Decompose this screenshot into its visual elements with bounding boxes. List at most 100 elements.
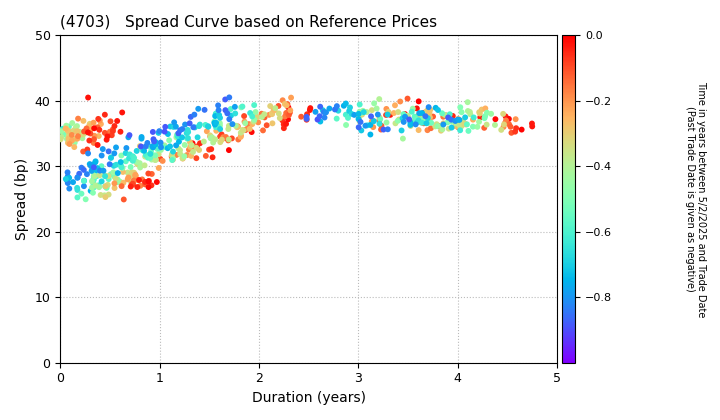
Point [69, 136, 81, 142]
Point [143, 155, 154, 161]
Point [383, 108, 395, 115]
Point [112, 176, 123, 183]
Point [174, 138, 185, 145]
Point [144, 143, 156, 150]
Point [62, 128, 73, 134]
Point [167, 148, 179, 155]
Point [96, 178, 107, 185]
Point [139, 162, 150, 169]
Point [436, 123, 447, 129]
Point [436, 126, 448, 133]
Point [474, 109, 485, 116]
Point [344, 104, 356, 111]
Point [131, 158, 143, 165]
Point [220, 107, 231, 113]
Point [160, 123, 171, 130]
Point [88, 173, 99, 180]
Point [361, 122, 373, 129]
X-axis label: Duration (years): Duration (years) [252, 391, 366, 405]
Point [78, 118, 89, 124]
Point [407, 105, 418, 112]
Point [425, 106, 436, 113]
Point [86, 178, 98, 185]
Point [413, 98, 424, 105]
Point [116, 152, 127, 159]
Point [162, 131, 174, 137]
Point [449, 118, 461, 124]
Point [244, 110, 256, 116]
Point [143, 184, 154, 190]
Point [88, 181, 99, 187]
Point [82, 94, 94, 101]
Point [235, 132, 247, 139]
Point [244, 126, 256, 132]
Point [194, 121, 206, 128]
Point [503, 121, 515, 128]
Point [189, 124, 201, 131]
Point [403, 116, 415, 123]
Point [425, 125, 436, 131]
Point [229, 103, 240, 110]
Point [63, 135, 74, 142]
Point [317, 107, 328, 113]
Point [450, 120, 462, 127]
Point [166, 152, 178, 159]
Point [258, 114, 270, 121]
Point [151, 146, 163, 152]
Point [456, 109, 467, 116]
Point [240, 120, 251, 126]
Point [423, 110, 435, 116]
Point [78, 177, 90, 184]
Point [72, 174, 84, 181]
Point [103, 148, 114, 155]
Point [127, 153, 139, 160]
Point [72, 194, 84, 201]
Point [295, 113, 307, 120]
Point [464, 111, 476, 118]
Point [446, 113, 457, 120]
Point [101, 136, 112, 143]
Point [382, 111, 393, 118]
Point [63, 175, 75, 181]
Point [88, 119, 99, 126]
Point [238, 113, 250, 119]
Point [438, 121, 449, 128]
Point [454, 127, 466, 134]
Point [240, 127, 251, 134]
Point [232, 123, 243, 130]
Point [86, 162, 97, 168]
Point [149, 157, 161, 163]
Point [235, 129, 246, 136]
Point [93, 182, 104, 189]
Point [432, 107, 444, 113]
Point [120, 158, 132, 165]
Point [61, 126, 73, 133]
Point [86, 168, 97, 174]
Point [397, 115, 408, 122]
Point [143, 151, 155, 158]
Point [429, 123, 441, 130]
Point [210, 113, 221, 119]
Point [367, 117, 379, 124]
Point [261, 122, 272, 129]
Point [189, 144, 200, 150]
Point [398, 118, 410, 125]
Point [186, 140, 198, 147]
Point [115, 162, 127, 169]
Point [443, 125, 454, 132]
Point [171, 132, 183, 139]
Point [375, 126, 387, 133]
Point [89, 173, 101, 179]
Point [442, 114, 454, 121]
Point [164, 143, 176, 150]
Point [88, 176, 99, 183]
Point [452, 116, 464, 123]
Point [184, 120, 195, 127]
Point [454, 120, 466, 127]
Point [191, 144, 202, 151]
Point [354, 108, 365, 115]
Point [87, 189, 99, 196]
Point [310, 108, 321, 115]
Point [112, 179, 123, 186]
Point [128, 169, 140, 176]
